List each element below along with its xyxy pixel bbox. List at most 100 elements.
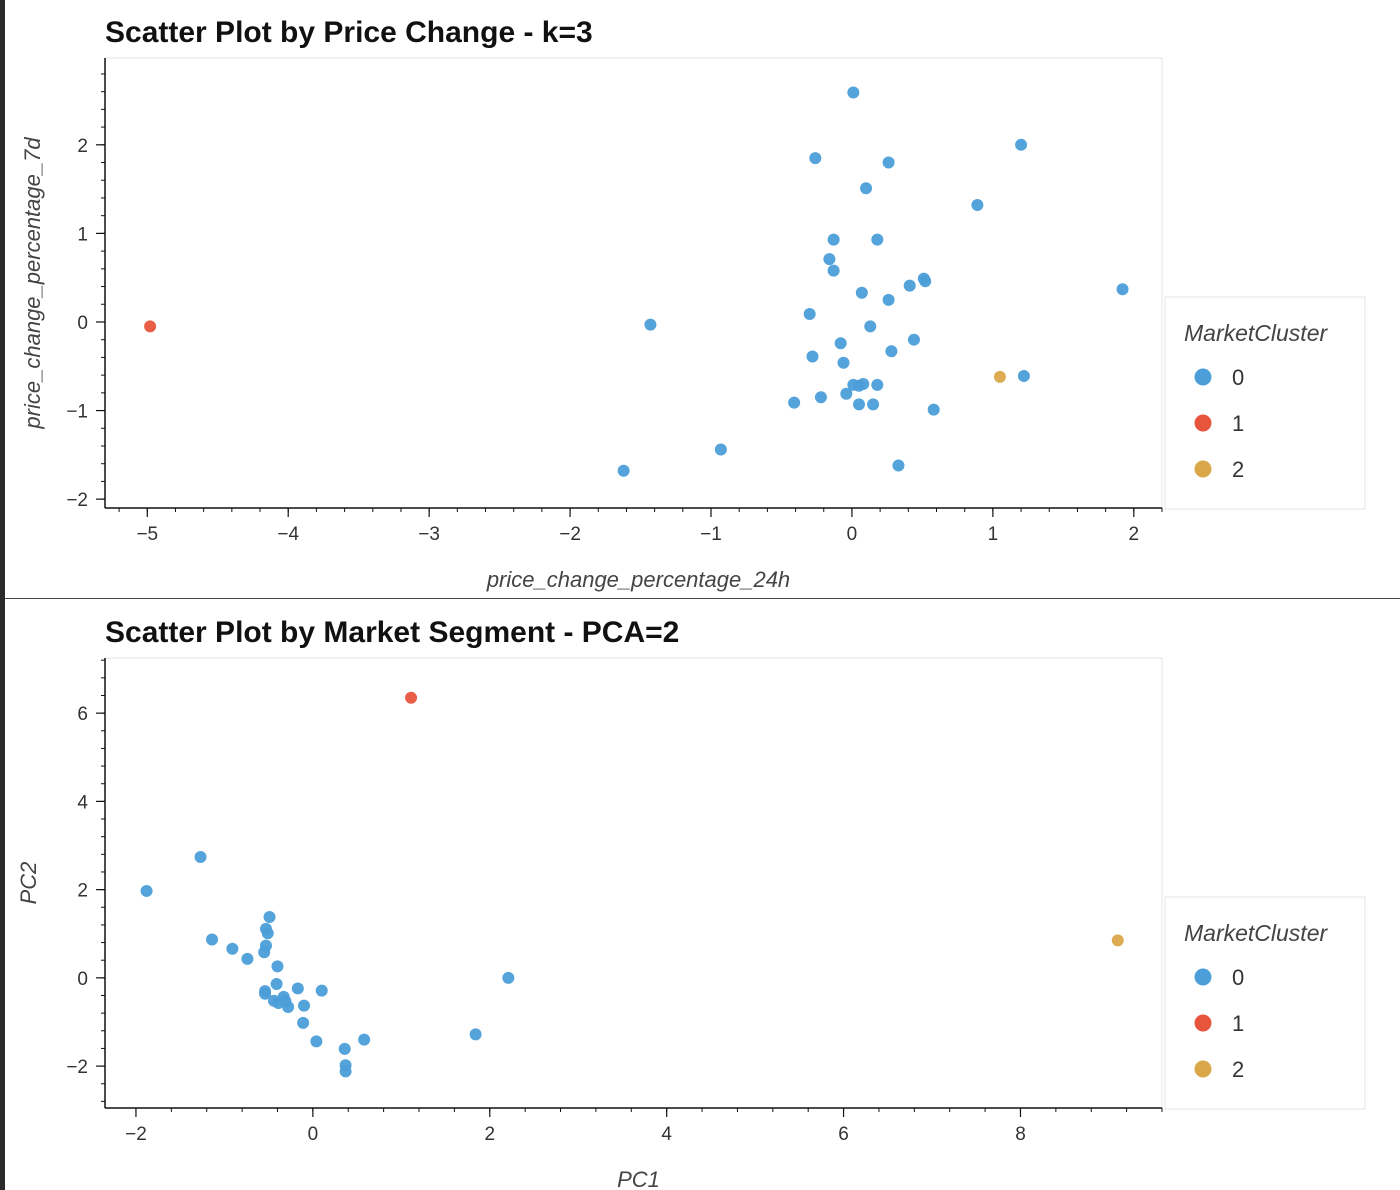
- data-point: [241, 952, 254, 965]
- data-point: [892, 459, 905, 472]
- data-point: [1017, 370, 1030, 383]
- chart-title: Scatter Plot by Market Segment - PCA=2: [105, 616, 679, 649]
- data-point: [847, 86, 860, 99]
- data-point: [919, 275, 932, 288]
- data-point: [338, 1042, 351, 1055]
- x-axis-label: PC1: [617, 1167, 660, 1190]
- data-point: [827, 264, 840, 277]
- data-point: [857, 377, 870, 390]
- data-point: [291, 982, 304, 995]
- data-point: [1111, 934, 1124, 947]
- legend-swatch: [1194, 460, 1212, 478]
- data-point: [469, 1028, 482, 1041]
- x-tick-label: 0: [308, 1124, 319, 1145]
- y-tick-label: −2: [66, 490, 88, 511]
- legend-swatch: [1194, 1014, 1212, 1032]
- data-point: [144, 320, 157, 333]
- y-tick-label: 2: [77, 881, 88, 902]
- data-point: [259, 939, 272, 952]
- chart-2: Scatter Plot by Market Segment - PCA=2 −2…: [16, 616, 1366, 1190]
- data-point: [834, 337, 847, 350]
- data-point: [270, 978, 283, 991]
- x-axis-label: price_change_percentage_24h: [486, 567, 790, 592]
- data-point: [860, 182, 873, 195]
- y-axis-label: PC2: [16, 862, 41, 905]
- y-tick-label: −1: [66, 402, 88, 423]
- data-point: [358, 1033, 371, 1046]
- x-tick-label: 1: [988, 524, 999, 545]
- data-point: [867, 398, 880, 411]
- data-point: [644, 318, 657, 331]
- legend-label: 0: [1232, 365, 1244, 390]
- chart-1: Scatter Plot by Price Change - k=3 −5 −4 −3…: [20, 16, 1366, 592]
- data-point: [315, 984, 328, 997]
- y-tick-label: 1: [77, 224, 88, 245]
- plot-divider: [5, 598, 1400, 599]
- series-1: [144, 320, 157, 333]
- legend: MarketCluster 0 1 2: [1164, 896, 1366, 1110]
- series-0: [617, 86, 1129, 477]
- data-point: [993, 370, 1006, 383]
- data-point: [297, 1016, 310, 1029]
- legend-title: MarketCluster: [1184, 920, 1328, 946]
- x-tick-label: 8: [1015, 1124, 1026, 1145]
- series-1: [405, 691, 418, 704]
- data-point: [806, 350, 819, 363]
- data-point: [814, 391, 827, 404]
- x-tick-label: 0: [847, 524, 858, 545]
- window-edge: [0, 0, 5, 1190]
- data-point: [855, 286, 868, 299]
- series-2: [1111, 934, 1124, 947]
- series-2: [993, 370, 1006, 383]
- data-point: [852, 398, 865, 411]
- y-tick-label: 2: [77, 136, 88, 157]
- data-point: [263, 910, 276, 923]
- data-point: [907, 333, 920, 346]
- data-point: [502, 971, 515, 984]
- data-point: [882, 156, 895, 169]
- data-point: [140, 884, 153, 897]
- plot-frame: [104, 57, 1163, 509]
- y-tick-label: 0: [77, 313, 88, 334]
- data-point: [405, 691, 418, 704]
- data-point: [885, 345, 898, 358]
- data-point: [871, 233, 884, 246]
- x-tick-label: −2: [125, 1124, 147, 1145]
- data-point: [310, 1035, 323, 1048]
- legend-swatch: [1194, 414, 1212, 432]
- y-tick-label: 4: [77, 792, 88, 813]
- data-point: [1116, 283, 1129, 296]
- x-tick-label: −1: [700, 524, 722, 545]
- data-point: [809, 152, 822, 165]
- data-point: [971, 199, 984, 212]
- data-point: [298, 999, 311, 1012]
- chart-title: Scatter Plot by Price Change - k=3: [105, 16, 593, 49]
- legend-label: 0: [1232, 965, 1244, 990]
- data-point: [903, 279, 916, 292]
- data-point: [339, 1065, 352, 1078]
- legend-label: 1: [1232, 411, 1244, 436]
- data-point: [823, 253, 836, 266]
- data-point: [194, 850, 207, 863]
- data-point: [261, 927, 274, 940]
- legend-label: 2: [1232, 1057, 1244, 1082]
- legend-swatch: [1194, 968, 1212, 986]
- data-point: [803, 308, 816, 321]
- data-point: [788, 396, 801, 409]
- x-tick-label: 2: [1129, 524, 1140, 545]
- x-tick-label: 2: [484, 1124, 495, 1145]
- data-point: [282, 1000, 295, 1013]
- data-point: [1015, 138, 1028, 151]
- data-point: [827, 233, 840, 246]
- y-tick-label: 6: [77, 704, 88, 725]
- data-point: [871, 378, 884, 391]
- data-point: [226, 942, 239, 955]
- data-point: [617, 464, 630, 477]
- data-point: [837, 356, 850, 369]
- y-axis-label: price_change_percentage_7d: [20, 137, 45, 430]
- data-point: [882, 293, 895, 306]
- legend: MarketCluster 0 1 2: [1164, 296, 1366, 510]
- x-tick-label: 4: [661, 1124, 672, 1145]
- data-point: [271, 960, 284, 973]
